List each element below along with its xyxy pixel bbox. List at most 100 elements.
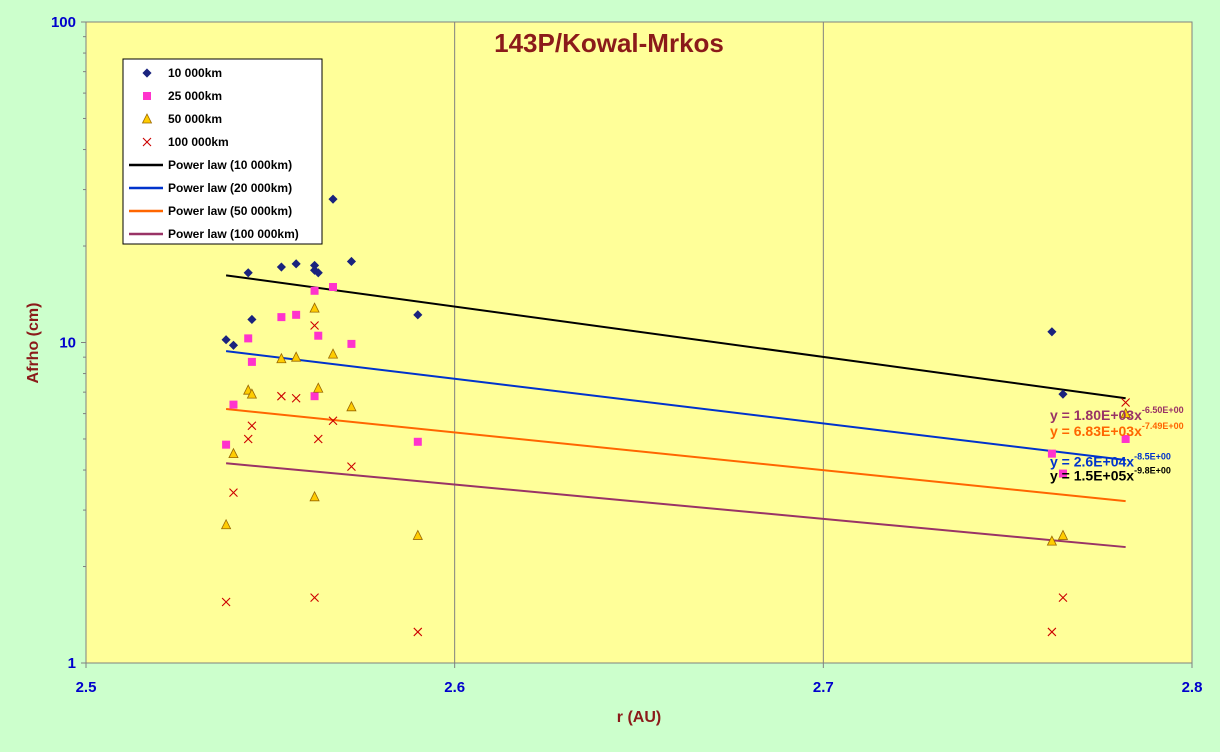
trend-equation: y = 2.6E+04x-8.5E+00 (1050, 452, 1171, 470)
marker-cross (277, 391, 286, 401)
marker-cross (347, 462, 356, 471)
marker-cross (328, 416, 338, 426)
legend-label: 25 000km (168, 89, 222, 103)
marker-square (143, 92, 151, 100)
marker-square (310, 286, 319, 295)
trend-equation: y = 1.5E+05x-9.8E+00 (1050, 465, 1171, 483)
legend-label: 10 000km (168, 66, 222, 80)
marker-diamond (276, 262, 286, 272)
marker-square (1058, 469, 1067, 478)
marker-square (314, 331, 323, 340)
legend-label: Power law (50 000km) (168, 204, 292, 218)
chart-title: 143P/Kowal-Mrkos (494, 28, 724, 58)
marker-triangle (346, 400, 357, 412)
legend-label: Power law (10 000km) (168, 158, 292, 172)
legend-item: Power law (20 000km) (129, 181, 292, 195)
trendline (225, 350, 1126, 461)
marker-cross (1121, 398, 1131, 407)
marker-square (329, 282, 338, 291)
marker-square (229, 400, 238, 409)
marker-square (222, 440, 231, 449)
marker-cross (291, 393, 301, 403)
marker-diamond (313, 268, 323, 278)
marker-diamond (291, 259, 301, 269)
legend-item: Power law (50 000km) (129, 204, 292, 218)
trendline (225, 274, 1126, 400)
y-axis-ticks: 1 10 100 (51, 14, 86, 672)
marker-diamond (243, 268, 253, 278)
x-tick-label: 2.8 (1182, 679, 1203, 696)
marker-diamond (413, 310, 423, 320)
legend-item: Power law (100 000km) (129, 227, 299, 241)
legend-label: 50 000km (168, 112, 222, 126)
trendlines (225, 274, 1126, 549)
marker-triangle (309, 302, 320, 313)
legend-label: Power law (100 000km) (168, 227, 299, 241)
marker-cross (221, 597, 231, 607)
legend-item: Power law (10 000km) (129, 158, 292, 172)
marker-cross (142, 137, 152, 147)
marker-square (413, 437, 422, 446)
marker-square (292, 310, 301, 319)
marker-square (310, 392, 319, 401)
legend-item: 10 000km (142, 66, 222, 80)
marker-square (1121, 434, 1130, 443)
marker-cross (247, 421, 257, 431)
x-tick-label: 2.6 (444, 679, 465, 696)
y-tick-label: 10 (59, 335, 76, 352)
marker-cross (1047, 627, 1057, 637)
marker-square (347, 339, 356, 348)
marker-triangle (228, 447, 239, 459)
x-axis-ticks: 2.5 2.6 2.7 2.8 (76, 663, 1203, 696)
marker-triangle (290, 351, 302, 362)
marker-cross (310, 593, 319, 602)
marker-diamond (1058, 389, 1068, 399)
marker-square (277, 313, 286, 322)
trend-equation: y = 1.80E+03x-6.50E+00 (1050, 405, 1184, 423)
marker-diamond (142, 68, 152, 78)
trendline (226, 462, 1126, 549)
marker-square (1047, 449, 1056, 458)
marker-cross (229, 488, 238, 498)
legend-box (122, 58, 323, 245)
marker-triangle (1120, 407, 1131, 419)
marker-triangle (220, 518, 232, 530)
marker-square (247, 357, 256, 366)
data-points (220, 194, 1131, 637)
marker-diamond (1047, 327, 1057, 337)
marker-diamond (228, 340, 239, 350)
trend-equation: y = 6.83E+03x-7.49E+00 (1050, 421, 1184, 439)
y-axis-label: Afrho (cm) (25, 303, 42, 384)
marker-triangle (141, 113, 153, 124)
trend-equations: y = 1.5E+05x-9.8E+00y = 2.6E+04x-8.5E+00… (1050, 405, 1184, 484)
marker-cross (243, 434, 253, 444)
marker-triangle (327, 348, 339, 359)
marker-triangle (1057, 529, 1069, 540)
legend: 10 000km 25 000km 50 000km 100 000km Power l… (122, 58, 323, 245)
marker-diamond (247, 314, 257, 325)
marker-cross (413, 627, 423, 637)
legend-label: Power law (20 000km) (168, 181, 292, 195)
marker-cross (313, 434, 323, 444)
x-axis-label: r (AU) (617, 709, 661, 726)
x-tick-label: 2.7 (813, 679, 834, 696)
marker-triangle (276, 352, 287, 364)
marker-square (244, 334, 253, 343)
legend-label: 100 000km (168, 135, 229, 149)
marker-triangle (313, 382, 324, 393)
legend-item: 25 000km (143, 89, 222, 103)
marker-triangle (246, 388, 258, 399)
marker-diamond (221, 335, 231, 345)
grid (454, 22, 824, 663)
marker-diamond (346, 256, 357, 267)
marker-triangle (309, 490, 320, 502)
trendline (225, 408, 1126, 503)
marker-diamond (328, 194, 338, 204)
y-tick-label: 100 (51, 14, 76, 31)
x-tick-label: 2.5 (76, 679, 97, 696)
marker-cross (310, 321, 319, 330)
marker-cross (1058, 593, 1068, 602)
marker-triangle (1046, 535, 1058, 546)
marker-triangle (412, 529, 423, 540)
